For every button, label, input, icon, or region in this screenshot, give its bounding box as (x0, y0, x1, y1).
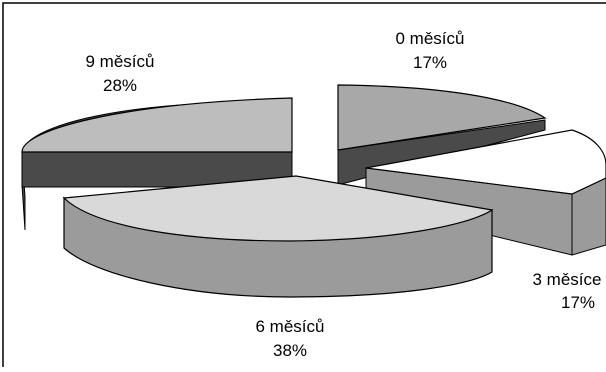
plot-frame (2, 2, 606, 367)
label-9-mesicu: 9 měsíců (86, 52, 155, 71)
slice-9-mesicu (21, 97, 293, 231)
slice-6-top (62, 175, 494, 242)
label-0-mesicu: 0 měsíců (396, 29, 465, 48)
value-9-mesicu: 28% (103, 76, 137, 95)
value-3-mesice: 17% (561, 293, 595, 312)
slice-6-mesicu (62, 175, 494, 298)
slice-3-top (365, 129, 606, 195)
slice-0-top (337, 84, 547, 151)
value-0-mesicu: 17% (413, 53, 447, 72)
label-6-mesicu: 6 měsíců (256, 317, 325, 336)
value-6-mesicu: 38% (273, 341, 307, 360)
slice-9-top (21, 97, 293, 153)
label-3-mesice: 3 měsíce (533, 270, 602, 289)
